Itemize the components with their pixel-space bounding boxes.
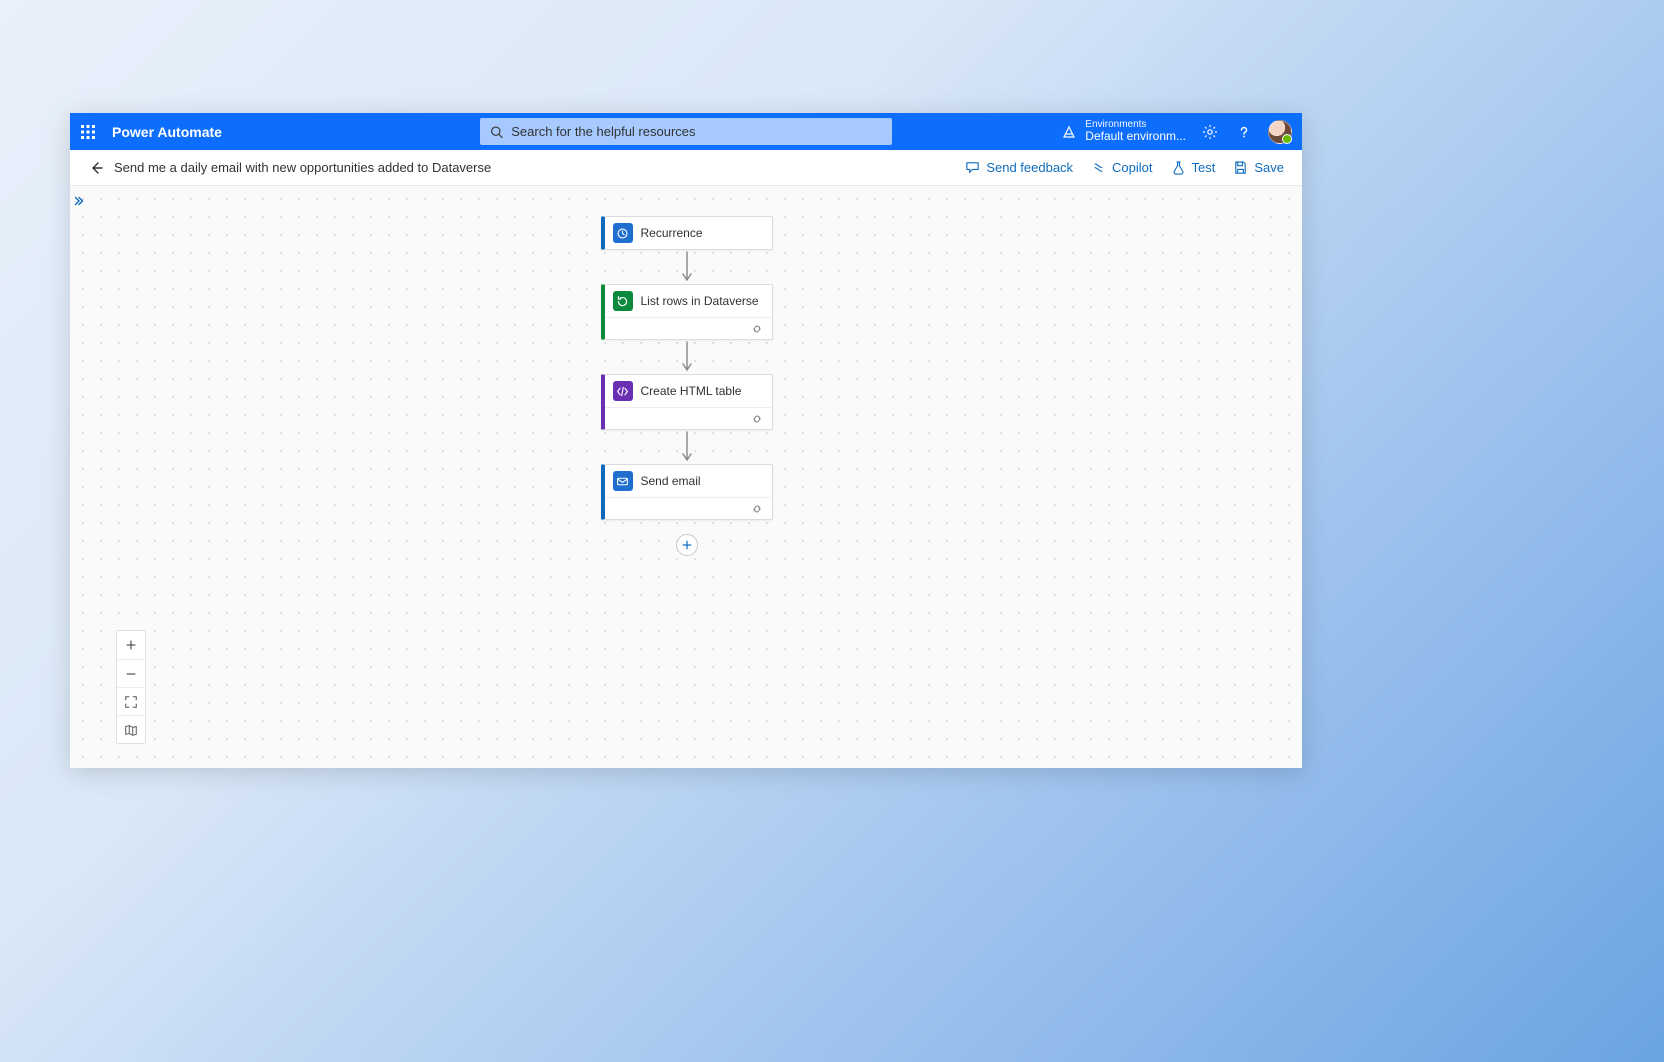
- send-feedback-label: Send feedback: [986, 160, 1073, 175]
- map-icon: [124, 723, 138, 737]
- flask-icon: [1171, 160, 1186, 175]
- save-label: Save: [1254, 160, 1284, 175]
- zoom-in-button[interactable]: [117, 631, 145, 659]
- settings-button[interactable]: [1200, 122, 1220, 142]
- test-label: Test: [1192, 160, 1216, 175]
- flow-arrow: [680, 340, 694, 374]
- test-button[interactable]: Test: [1171, 160, 1216, 175]
- search-box[interactable]: [480, 118, 892, 145]
- environment-picker[interactable]: Environments Default environm...: [1061, 119, 1186, 143]
- flow-arrow: [680, 430, 694, 464]
- flow-node-connection[interactable]: [605, 317, 772, 339]
- topbar-right: Environments Default environm...: [1061, 113, 1302, 150]
- search-input[interactable]: [511, 124, 882, 139]
- breadcrumb: Send me a daily email with new opportuni…: [88, 160, 491, 176]
- list-rows-icon: [613, 291, 633, 311]
- designer-canvas[interactable]: Recurrence List rows in Dataverse Create H…: [70, 186, 1302, 768]
- flow-node-header: Recurrence: [605, 217, 772, 249]
- flow-node-title: List rows in Dataverse: [641, 294, 759, 308]
- flow-title: Send me a daily email with new opportuni…: [114, 160, 491, 175]
- environment-text: Environments Default environm...: [1085, 119, 1186, 143]
- plus-icon: [124, 638, 138, 652]
- help-button[interactable]: [1234, 122, 1254, 142]
- environment-name: Default environm...: [1085, 130, 1186, 143]
- environment-label: Environments: [1085, 119, 1186, 130]
- back-arrow-icon[interactable]: [88, 160, 104, 176]
- search-icon: [490, 125, 503, 139]
- flow-node-send-email[interactable]: Send email: [601, 464, 773, 520]
- flow-node-title: Create HTML table: [641, 384, 742, 398]
- flow-diagram: Recurrence List rows in Dataverse Create H…: [599, 216, 774, 556]
- save-icon: [1233, 160, 1248, 175]
- waffle-icon: [80, 124, 96, 140]
- environment-icon: [1061, 124, 1077, 140]
- app-launcher-button[interactable]: [70, 113, 106, 150]
- command-actions: Send feedback Copilot Test Save: [965, 160, 1284, 175]
- app-window: Power Automate Environments Default envi…: [70, 113, 1302, 768]
- flow-node-recurrence[interactable]: Recurrence: [601, 216, 773, 250]
- copilot-button[interactable]: Copilot: [1091, 160, 1152, 175]
- app-title: Power Automate: [112, 124, 222, 140]
- flow-node-title: Send email: [641, 474, 701, 488]
- flow-node-title: Recurrence: [641, 226, 703, 240]
- help-icon: [1236, 124, 1252, 140]
- user-avatar[interactable]: [1268, 120, 1292, 144]
- recurrence-icon: [613, 223, 633, 243]
- minimap-button[interactable]: [117, 715, 145, 743]
- zoom-controls: [116, 630, 146, 744]
- fit-screen-button[interactable]: [117, 687, 145, 715]
- feedback-icon: [965, 160, 980, 175]
- gear-icon: [1202, 124, 1218, 140]
- flow-node-connection[interactable]: [605, 407, 772, 429]
- flow-node-create-html[interactable]: Create HTML table: [601, 374, 773, 430]
- flow-node-header: Create HTML table: [605, 375, 772, 407]
- flow-arrow: [680, 250, 694, 284]
- add-step-button[interactable]: [676, 534, 698, 556]
- chevron-right-double-icon: [72, 194, 86, 208]
- flow-node-list-rows[interactable]: List rows in Dataverse: [601, 284, 773, 340]
- flow-node-header: Send email: [605, 465, 772, 497]
- zoom-out-button[interactable]: [117, 659, 145, 687]
- save-button[interactable]: Save: [1233, 160, 1284, 175]
- create-html-icon: [613, 381, 633, 401]
- command-bar: Send me a daily email with new opportuni…: [70, 150, 1302, 186]
- fit-screen-icon: [124, 695, 138, 709]
- send-email-icon: [613, 471, 633, 491]
- flow-node-connection[interactable]: [605, 497, 772, 519]
- top-bar: Power Automate Environments Default envi…: [70, 113, 1302, 150]
- copilot-label: Copilot: [1112, 160, 1152, 175]
- flow-node-header: List rows in Dataverse: [605, 285, 772, 317]
- send-feedback-button[interactable]: Send feedback: [965, 160, 1073, 175]
- copilot-icon: [1091, 160, 1106, 175]
- expand-panel-button[interactable]: [70, 194, 88, 208]
- minus-icon: [124, 667, 138, 681]
